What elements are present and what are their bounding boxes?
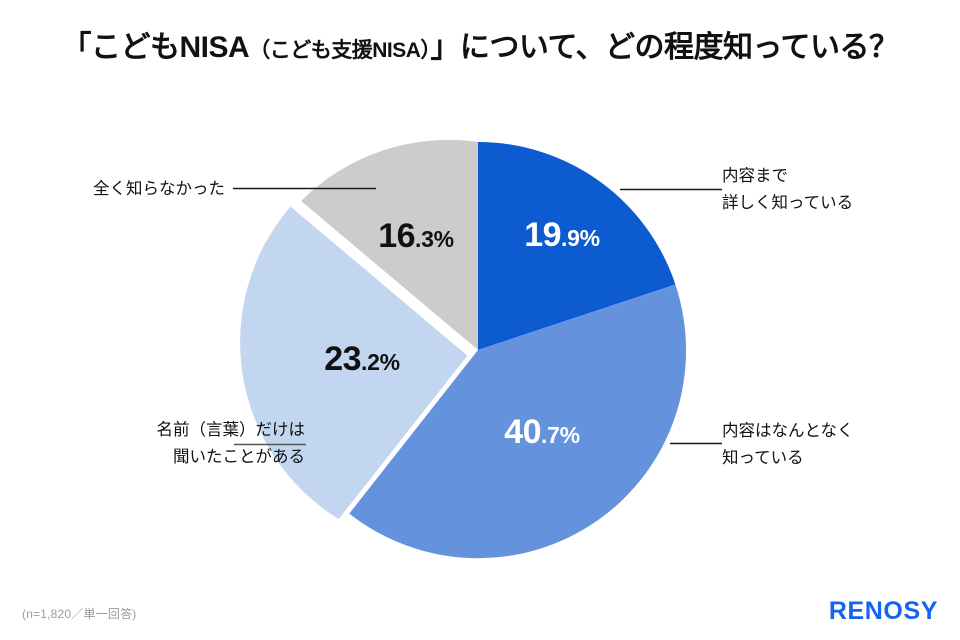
callout-label-slice-0-line2: 詳しく知っている xyxy=(722,193,854,212)
slice-value-1-int: 40 xyxy=(504,413,542,451)
callout-label-slice-1-line1: 内容はなんとなく xyxy=(722,422,854,440)
slice-value-3: 16.3% xyxy=(378,219,454,253)
slice-value-2: 23.2% xyxy=(324,342,400,376)
callout-label-slice-3: 全く知らなかった xyxy=(93,176,225,203)
slice-value-1-dec: .7% xyxy=(541,422,580,448)
pie-slice-1[interactable] xyxy=(349,284,687,559)
pie-slice-2-group xyxy=(240,206,468,520)
callout-label-slice-0-line1: 内容まで xyxy=(722,167,788,185)
page-title: 「こどもNISA（こども支援NISA）」について、どの程度知っている？ xyxy=(0,22,960,66)
callout-label-slice-2-line1: 名前（言葉）だけは xyxy=(156,421,306,439)
callout-label-slice-1-line2: 知っている xyxy=(722,448,804,467)
slice-value-0-int: 19 xyxy=(524,216,562,254)
slice-value-3-int: 16 xyxy=(378,217,416,255)
sample-size-note: (n=1,820／単一回答) xyxy=(22,607,137,621)
callout-label-slice-2: 名前（言葉）だけは 聞いたことがある xyxy=(157,417,306,470)
pie-slice-2[interactable] xyxy=(240,206,468,520)
slice-value-1: 40.7% xyxy=(504,415,580,449)
callout-label-slice-1: 内容はなんとなく 知っている xyxy=(722,418,854,471)
pie-slice-3[interactable] xyxy=(301,139,478,350)
callout-label-slice-0: 内容まで 詳しく知っている xyxy=(722,163,853,216)
slice-value-0-dec: .9% xyxy=(561,225,600,251)
title-lead: 「こどもNISA xyxy=(61,31,250,64)
slice-value-2-dec: .2% xyxy=(361,349,400,375)
pie-slice-0[interactable] xyxy=(478,142,676,350)
slice-value-2-int: 23 xyxy=(324,340,362,378)
callout-label-slice-3-line1: 全く知らなかった xyxy=(93,180,225,198)
callout-label-slice-2-line2: 聞いたことがある xyxy=(173,447,305,466)
slice-value-0: 19.9% xyxy=(524,218,600,252)
title-parenthetical: （こども支援NISA） xyxy=(249,39,431,62)
slice-value-3-dec: .3% xyxy=(415,226,454,252)
renosy-logo: RENOSY xyxy=(828,597,938,625)
title-tail: 」について、どの程度知っている？ xyxy=(430,31,899,64)
